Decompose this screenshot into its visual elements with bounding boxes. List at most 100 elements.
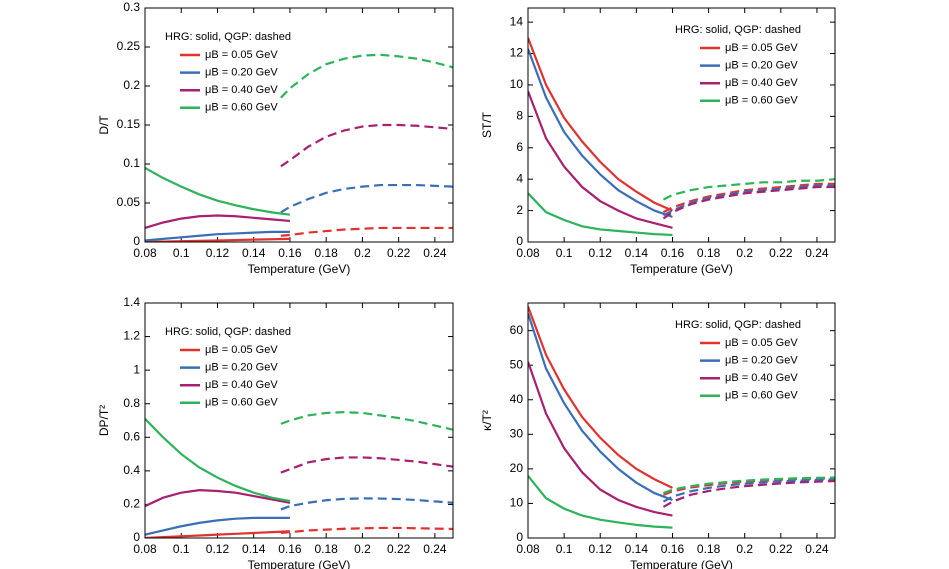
legend-label: μB = 0.05 GeV xyxy=(205,49,278,61)
x-tick-label: 0.08 xyxy=(516,246,540,260)
qgp-line xyxy=(662,478,835,503)
y-tick-label: 1.2 xyxy=(123,329,140,343)
x-tick-label: 0.18 xyxy=(314,542,338,556)
x-tick-label: 0.16 xyxy=(661,542,685,556)
legend-title: HRG: solid, QGP: dashed xyxy=(675,24,801,36)
legend-label: μB = 0.20 GeV xyxy=(205,67,278,79)
x-axis-label: Temperature (GeV) xyxy=(248,558,351,569)
qgp-line xyxy=(662,479,835,508)
x-tick-label: 0.18 xyxy=(314,246,338,260)
qgp-line xyxy=(662,184,835,217)
plot-lines xyxy=(145,53,453,242)
x-tick-label: 0.2 xyxy=(736,542,753,556)
x-tick-label: 0.12 xyxy=(589,542,613,556)
legend-label: μB = 0.40 GeV xyxy=(725,77,798,89)
x-tick-label: 0.12 xyxy=(206,246,230,260)
legend-label: μB = 0.20 GeV xyxy=(725,355,798,367)
x-tick-label: 0.12 xyxy=(206,542,230,556)
x-tick-label: 0.2 xyxy=(354,542,371,556)
hrg-line xyxy=(145,516,290,536)
x-tick-label: 0.1 xyxy=(173,246,190,260)
qgp-line xyxy=(280,456,453,474)
hrg-line xyxy=(528,306,673,489)
qgp-line xyxy=(280,123,453,168)
x-tick-label: 0.14 xyxy=(242,246,266,260)
x-tick-label: 0.12 xyxy=(589,246,613,260)
y-tick-label: 8 xyxy=(516,109,523,123)
qgp-line xyxy=(280,411,453,431)
legend-label: μB = 0.60 GeV xyxy=(725,390,798,402)
y-tick-label: 14 xyxy=(510,14,524,28)
hrg-line xyxy=(528,192,673,237)
plot-lines xyxy=(528,306,835,529)
legend-label: μB = 0.20 GeV xyxy=(725,60,798,72)
y-tick-label: 30 xyxy=(510,426,524,440)
legend-title: HRG: solid, QGP: dashed xyxy=(165,326,291,338)
hrg-line xyxy=(528,313,673,502)
legend-label: μB = 0.05 GeV xyxy=(205,344,278,356)
qgp-line xyxy=(280,183,453,214)
plot-frame xyxy=(527,7,836,243)
hrg-line xyxy=(145,237,290,242)
hrg-line xyxy=(145,489,291,508)
y-tick-label: 0 xyxy=(133,530,140,544)
y-tick-label: 0.8 xyxy=(123,396,140,410)
qgp-line xyxy=(662,182,835,214)
x-axis-label: Temperature (GeV) xyxy=(248,262,351,276)
x-tick-label: 0.08 xyxy=(133,542,157,556)
y-axis-label: DP/T² xyxy=(97,405,111,436)
legend-title: HRG: solid, QGP: dashed xyxy=(675,319,801,331)
y-tick-label: 0.2 xyxy=(123,78,140,92)
y-tick-label: 10 xyxy=(510,77,524,91)
hrg-line xyxy=(145,418,291,503)
legend-label: μB = 0.40 GeV xyxy=(205,379,278,391)
y-tick-label: 0.05 xyxy=(117,195,141,209)
y-tick-label: 0.15 xyxy=(117,117,141,131)
y-tick-label: 50 xyxy=(510,357,524,371)
x-tick-label: 0.16 xyxy=(661,246,685,260)
x-tick-label: 0.14 xyxy=(625,246,649,260)
x-tick-label: 0.1 xyxy=(173,542,190,556)
legend-label: μB = 0.60 GeV xyxy=(205,102,278,114)
x-tick-label: 0.1 xyxy=(556,542,573,556)
plot-lines xyxy=(145,411,453,538)
hrg-line xyxy=(528,361,673,517)
x-tick-label: 0.18 xyxy=(697,542,721,556)
x-tick-label: 0.2 xyxy=(736,246,753,260)
x-tick-label: 0.22 xyxy=(387,246,411,260)
qgp-line xyxy=(662,185,835,220)
plot-frame xyxy=(527,302,836,539)
y-axis-label: κ/T² xyxy=(480,410,494,431)
x-axis-label: Temperature (GeV) xyxy=(630,262,733,276)
y-tick-label: 20 xyxy=(510,461,524,475)
x-tick-label: 0.24 xyxy=(805,246,829,260)
hrg-line xyxy=(528,475,673,529)
legend-label: μB = 0.40 GeV xyxy=(725,372,798,384)
y-tick-label: 40 xyxy=(510,392,524,406)
legend-label: μB = 0.40 GeV xyxy=(205,84,278,96)
plot-frame xyxy=(144,302,454,539)
qgp-line xyxy=(280,53,453,99)
x-tick-label: 0.16 xyxy=(278,542,302,556)
legend-title: HRG: solid, QGP: dashed xyxy=(165,31,291,43)
y-tick-label: 0 xyxy=(516,530,523,544)
qgp-line xyxy=(280,497,453,511)
legend-label: μB = 0.60 GeV xyxy=(205,397,278,409)
y-tick-label: 0 xyxy=(133,234,140,248)
x-tick-label: 0.14 xyxy=(625,542,649,556)
x-tick-label: 0.2 xyxy=(354,246,371,260)
hrg-line xyxy=(528,48,673,218)
legend-label: μB = 0.05 GeV xyxy=(725,337,798,349)
y-tick-label: 0.4 xyxy=(123,463,140,477)
x-tick-label: 0.24 xyxy=(423,542,447,556)
y-tick-label: 12 xyxy=(510,46,524,60)
x-tick-label: 0.22 xyxy=(769,246,793,260)
y-tick-label: 0.6 xyxy=(123,429,140,443)
legend-label: μB = 0.60 GeV xyxy=(725,95,798,107)
qgp-line xyxy=(663,476,835,495)
y-tick-label: 0.25 xyxy=(117,39,141,53)
y-axis-label: D/T xyxy=(97,115,111,135)
hrg-line xyxy=(528,90,673,229)
x-tick-label: 0.24 xyxy=(423,246,447,260)
y-axis-label: ST/T xyxy=(480,111,494,138)
